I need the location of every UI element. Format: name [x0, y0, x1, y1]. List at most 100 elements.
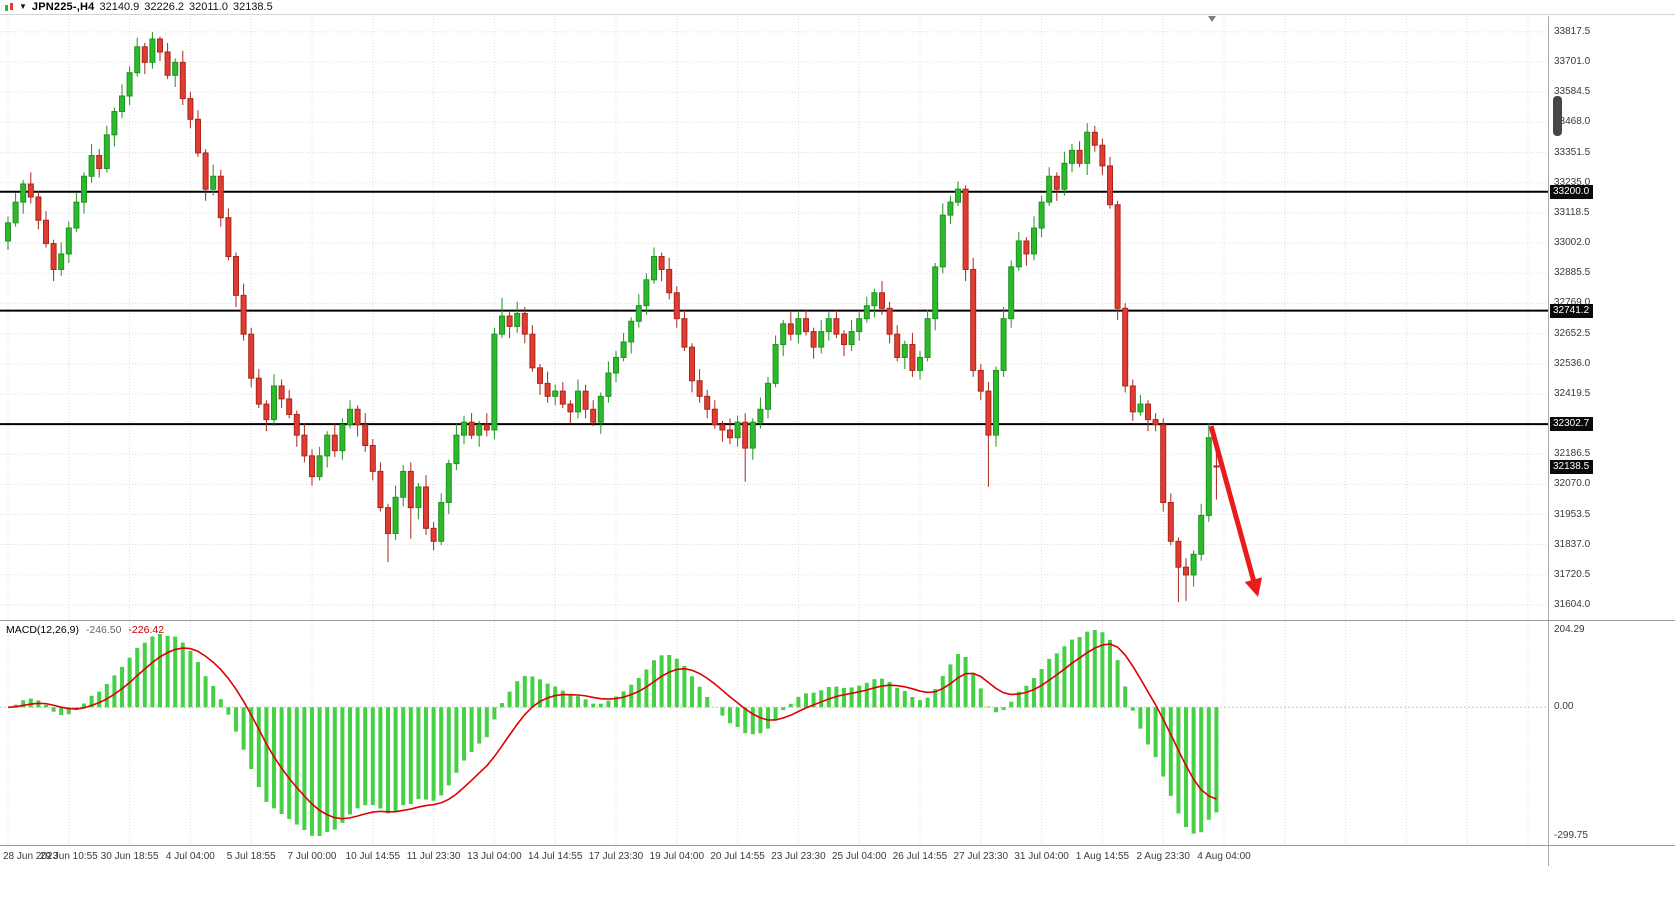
price-tick-label: 33468.0 [1554, 116, 1591, 128]
macd-panel[interactable]: MACD(12,26,9) -246.50 -226.42 [0, 621, 1548, 845]
panel-separator[interactable] [0, 620, 1675, 621]
candle-body [825, 318, 832, 333]
candle-body [385, 507, 391, 535]
time-axis-label: 26 Jul 14:55 [892, 851, 948, 862]
candle-body [666, 268, 673, 294]
price-line-badge: 32302.7 [1550, 417, 1594, 432]
candlestick-chart-icon [4, 2, 14, 13]
price-tick-label: 32186.5 [1554, 448, 1591, 460]
candle-body [35, 196, 42, 221]
candle-body [689, 346, 695, 382]
macd-svg[interactable] [0, 621, 1548, 845]
macd-min-label: -299.75 [1554, 830, 1588, 841]
candle-body [369, 445, 376, 472]
candle-body [491, 333, 498, 431]
price-tick-label: 32885.5 [1554, 267, 1591, 279]
candle-body [947, 201, 954, 216]
macd-zero-label: 0.00 [1554, 701, 1574, 713]
candle-body [81, 175, 87, 203]
time-axis-label: 2 Aug 23:30 [1136, 851, 1190, 862]
time-axis[interactable]: 28 Jun 2023 29 Jun 10:55 30 Jun 18:55 4 Jul… [0, 847, 1675, 865]
candle-body [1114, 204, 1121, 309]
time-axis-label: 28 Jun 2023 [3, 851, 59, 862]
candle-body [172, 61, 179, 76]
candle-body [924, 318, 931, 358]
symbol-dropdown-icon[interactable]: ▼ [19, 2, 27, 11]
price-axis[interactable]: 33817.5 33701.0 33584.5 33468.0 33351.5 33235… [1549, 16, 1675, 620]
price-tick-label: 33701.0 [1554, 56, 1591, 68]
candle-body [392, 496, 399, 535]
macd-indicator-label: MACD(12,26,9) -246.50 -226.42 [6, 624, 164, 636]
candle-body [1038, 201, 1045, 229]
candle-body [643, 279, 650, 307]
candle-body [255, 377, 262, 405]
candle-body [407, 470, 414, 509]
candle-body [1099, 144, 1106, 167]
price-tick-label: 32070.0 [1554, 478, 1591, 490]
candle-body [1084, 131, 1091, 164]
candle-body [293, 413, 300, 436]
candle-body [544, 382, 551, 397]
candle-body [134, 46, 141, 74]
candle-body [635, 305, 642, 322]
price-line-badge: 33200.0 [1550, 184, 1594, 199]
candle-body [65, 227, 72, 255]
macd-axis[interactable]: 204.29 0.00 -299.75 [1549, 621, 1675, 845]
candle-body [354, 408, 361, 426]
candle-body [1198, 514, 1205, 555]
candle-body [103, 134, 110, 169]
candle-body [476, 424, 483, 436]
candle-body [1091, 131, 1098, 146]
candle-body [1175, 540, 1182, 568]
candle-body [430, 527, 437, 542]
panel-separator[interactable] [0, 845, 1675, 846]
price-tick-label: 33118.5 [1554, 206, 1590, 218]
candle-body [970, 268, 977, 371]
candle-body [575, 390, 581, 413]
candle-body [711, 408, 718, 426]
candle-body [347, 408, 353, 426]
candle-body [810, 331, 817, 348]
time-axis-label: 31 Jul 04:00 [1014, 851, 1069, 862]
macd-name: MACD(12,26,9) [6, 624, 79, 636]
trend-arrow[interactable] [1208, 425, 1263, 597]
candle-body [1008, 266, 1015, 320]
candle-body [514, 312, 521, 327]
candle-body [111, 111, 118, 136]
candle-body [1129, 385, 1136, 413]
candle-body [620, 341, 627, 358]
price-chart-panel[interactable] [0, 16, 1548, 620]
candle-body [468, 421, 475, 436]
time-axis-label: 29 Jun 10:55 [39, 851, 98, 862]
candle-body [613, 356, 619, 374]
candle-body [179, 61, 186, 100]
scrollbar-thumb[interactable] [1553, 96, 1562, 136]
current-price-badge: 32138.5 [1550, 459, 1594, 474]
candle-body [210, 175, 217, 190]
candle-body [88, 155, 95, 177]
candle-body [316, 455, 323, 478]
candle-body [886, 307, 893, 335]
candle-body [833, 318, 840, 335]
candle-body [1061, 162, 1068, 190]
candle-body [955, 188, 961, 203]
time-axis-label: 27 Jul 23:30 [953, 851, 1009, 862]
candle-body [50, 243, 57, 270]
price-tick-label: 32652.5 [1554, 327, 1591, 339]
price-tick-label: 32536.0 [1554, 357, 1591, 369]
candle-body [894, 333, 901, 358]
candle-body [962, 188, 969, 270]
price-tick-label: 32419.5 [1554, 387, 1591, 399]
candle-body [506, 315, 513, 327]
candle-body [483, 424, 490, 431]
candle-body [263, 403, 270, 421]
candle-body [734, 421, 741, 439]
candle-body [1205, 437, 1212, 516]
price-chart-svg[interactable] [0, 16, 1548, 620]
candle-body [1023, 240, 1030, 255]
candle-body [278, 385, 285, 400]
candle-body [917, 356, 923, 371]
price-tick-label: 33235.0 [1554, 176, 1591, 188]
candle-body [742, 421, 749, 449]
